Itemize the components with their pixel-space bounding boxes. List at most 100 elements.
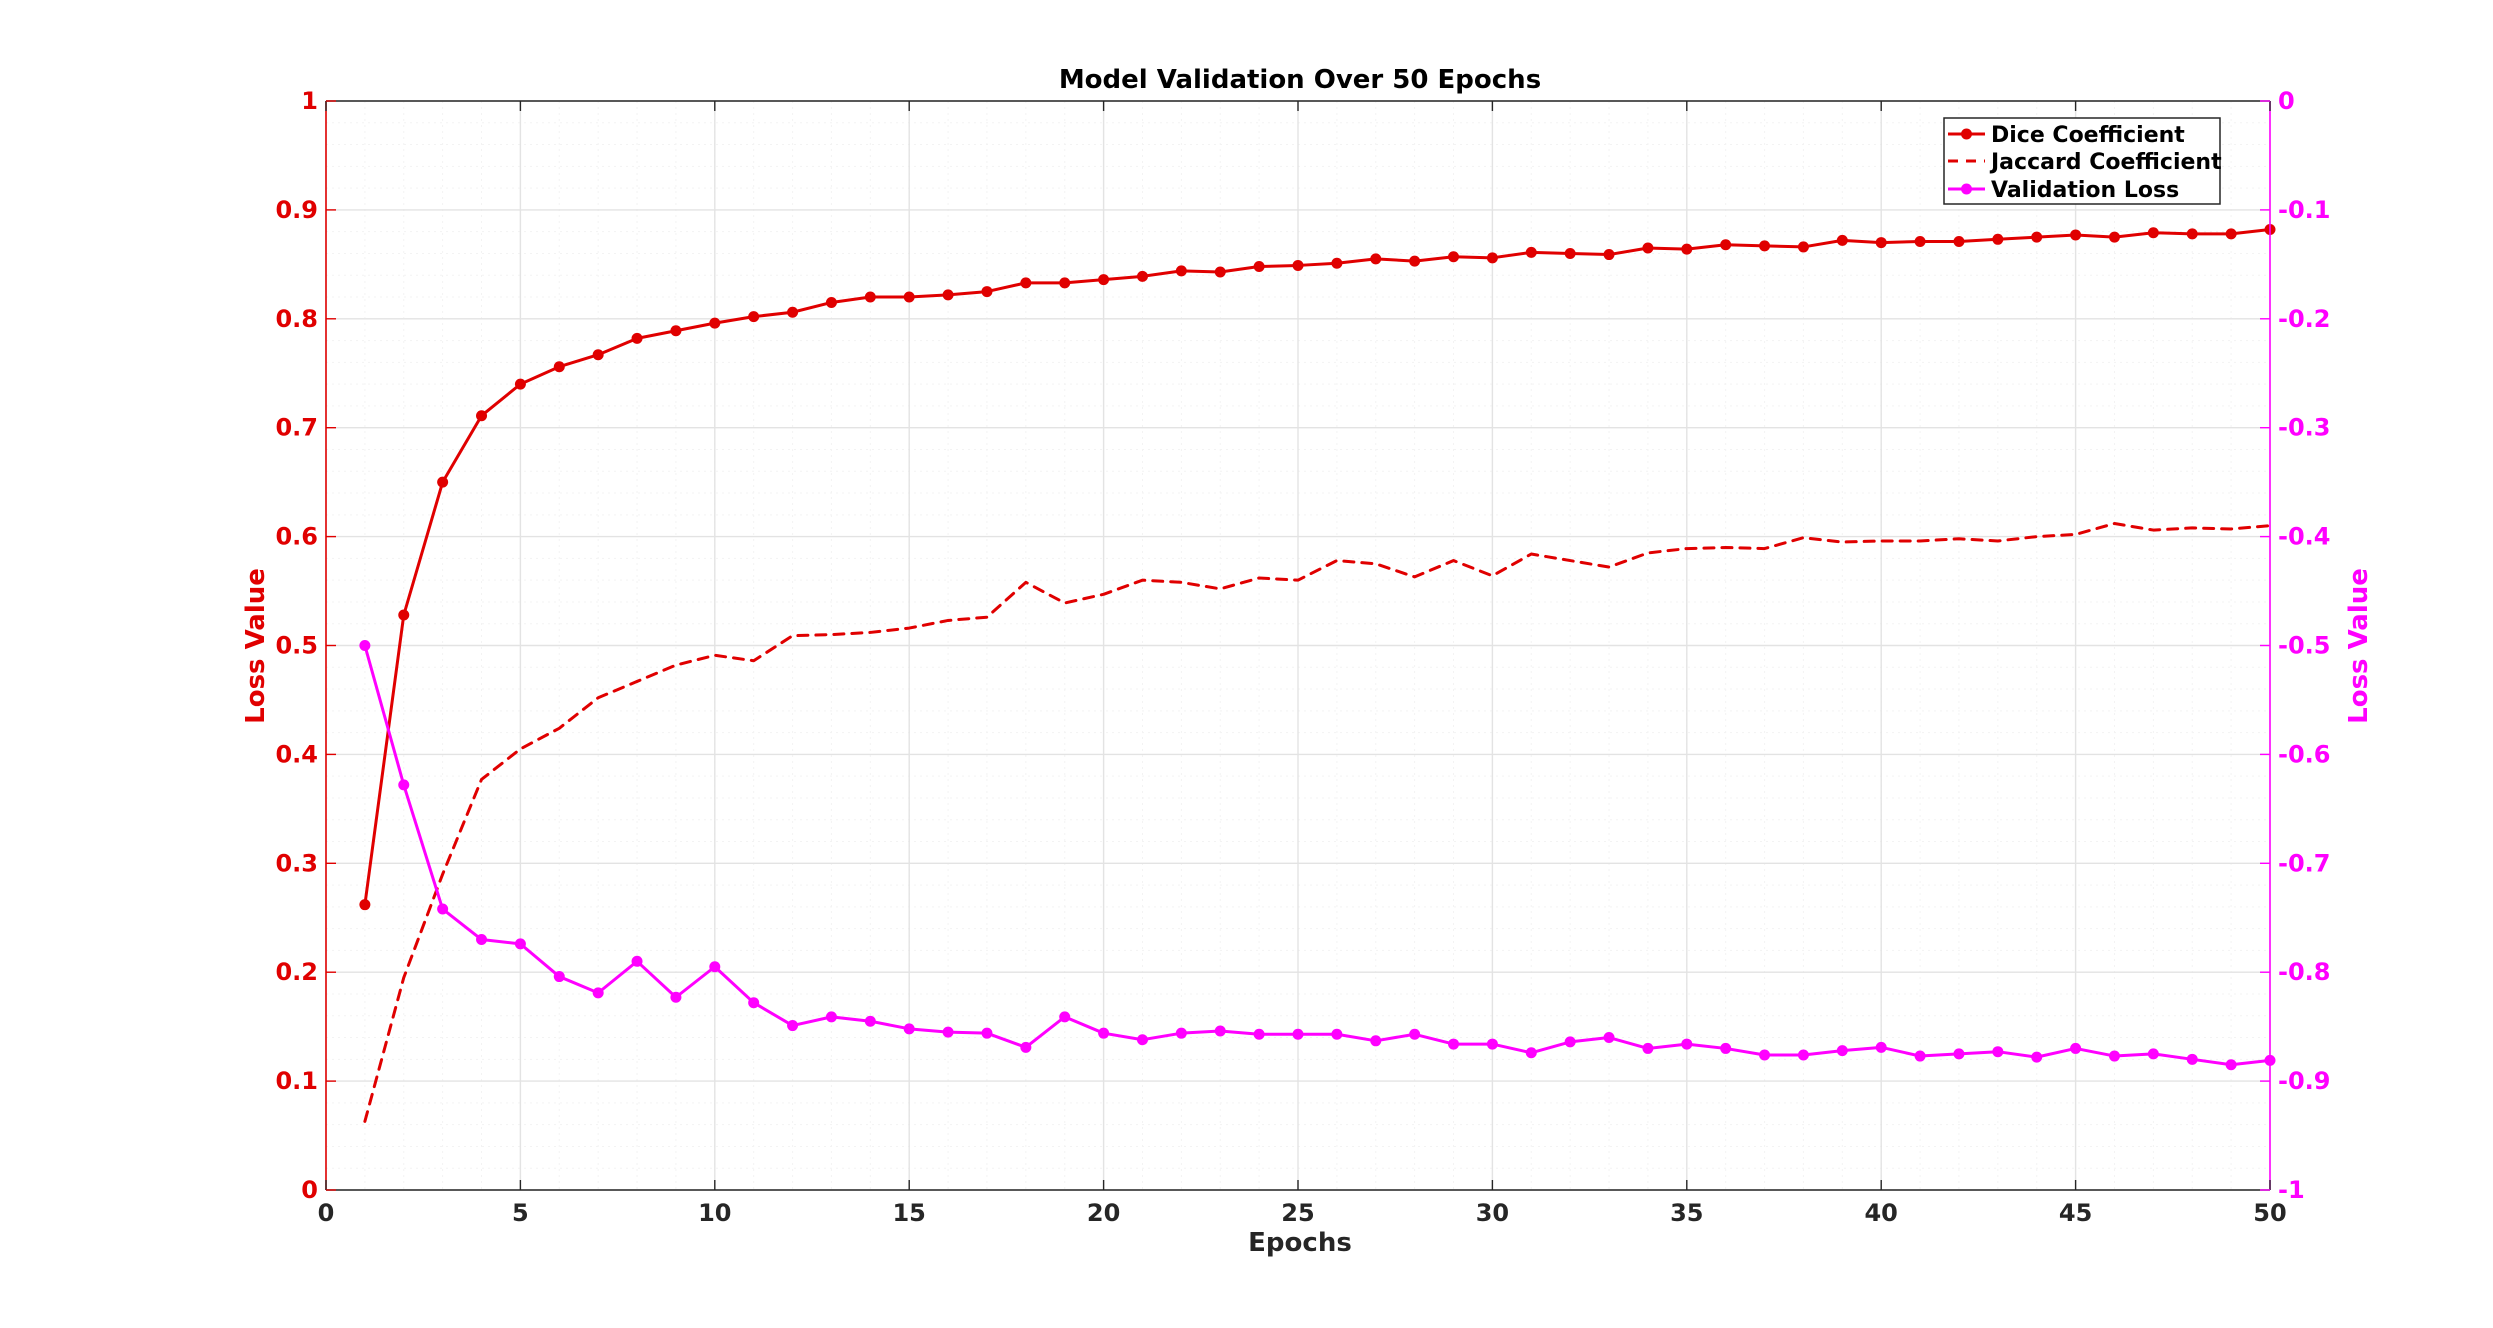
- dice-coefficient-point: [2108, 231, 2120, 243]
- left-y-tick-label: 0.8: [275, 305, 318, 333]
- x-axis-label: Epochs: [1248, 1228, 1352, 1258]
- dice-coefficient-point: [1059, 277, 1071, 289]
- validation-loss-point: [437, 903, 449, 915]
- validation-loss-point: [1642, 1042, 1654, 1054]
- right-y-axis-label: Loss Value: [2344, 568, 2374, 724]
- validation-loss-point: [1836, 1045, 1848, 1057]
- dice-coefficient-point: [476, 410, 488, 422]
- validation-loss-point: [514, 938, 526, 950]
- validation-loss-point: [1525, 1047, 1537, 1059]
- validation-loss-point: [2070, 1042, 2082, 1054]
- dice-coefficient-point: [1525, 246, 1537, 258]
- validation-loss-point: [1603, 1032, 1615, 1044]
- validation-loss-point: [1175, 1027, 1187, 1039]
- dice-coefficient-point: [631, 332, 643, 344]
- left-y-tick-label: 0.5: [275, 632, 318, 660]
- legend: Dice Coefficient Jaccard Coefficient Val…: [1943, 117, 2222, 205]
- dice-coefficient-point: [359, 899, 371, 911]
- right-y-tick-label: -0.5: [2278, 632, 2330, 660]
- right-y-tick-label: -0.1: [2278, 196, 2330, 224]
- dice-coefficient-point: [1409, 255, 1421, 267]
- validation-loss-point: [825, 1011, 837, 1023]
- validation-loss-point: [1914, 1050, 1926, 1062]
- validation-loss-point: [748, 997, 760, 1009]
- validation-loss-point: [2225, 1059, 2237, 1071]
- right-y-tick-label: -1: [2278, 1176, 2305, 1204]
- legend-jaccard-coefficient-label: Jaccard Coefficient: [1989, 150, 2222, 175]
- dice-coefficient-point: [437, 476, 449, 488]
- legend-validation-loss-marker: [1961, 183, 1972, 195]
- left-y-tick-label: 0.3: [275, 849, 318, 877]
- dice-coefficient-point: [1875, 237, 1887, 249]
- dice-coefficient-point: [1836, 234, 1848, 246]
- tick-layer: 0 5 10 15 20 25 30 35 40 45 5000.10.20.30.40.50.60…: [275, 87, 2330, 1227]
- dice-coefficient-point: [981, 286, 993, 298]
- dice-coefficient-point: [2070, 229, 2082, 241]
- dice-coefficient-point: [1992, 233, 2004, 245]
- dice-coefficient-point: [748, 311, 760, 323]
- validation-loss-point: [1564, 1036, 1576, 1048]
- validation-loss-point: [1020, 1041, 1032, 1053]
- right-y-tick-label: -0.4: [2278, 523, 2330, 551]
- validation-loss-point: [670, 991, 682, 1003]
- dice-coefficient-point: [1098, 274, 1110, 286]
- dice-coefficient-point: [864, 291, 876, 303]
- dice-coefficient-point: [1253, 261, 1265, 273]
- x-tick-label: 15: [892, 1199, 925, 1227]
- legend-item-dice-coefficient: Dice Coefficient: [1948, 123, 2185, 148]
- validation-loss-point: [2031, 1051, 2043, 1063]
- right-y-tick-label: -0.3: [2278, 414, 2330, 442]
- validation-loss-point: [2108, 1050, 2120, 1062]
- dice-coefficient-point: [2225, 228, 2237, 240]
- left-y-tick-label: 0.7: [275, 414, 318, 442]
- validation-loss-point: [1992, 1046, 2004, 1058]
- left-y-tick-label: 1: [301, 87, 318, 115]
- x-tick-label: 10: [698, 1199, 731, 1227]
- validation-loss-point: [787, 1020, 799, 1032]
- right-y-tick-label: -0.6: [2278, 740, 2330, 768]
- left-y-tick-label: 0.1: [275, 1067, 318, 1095]
- dice-coefficient-point: [787, 306, 799, 318]
- validation-loss-point: [1292, 1028, 1304, 1040]
- validation-loss-point: [1797, 1049, 1809, 1061]
- validation-loss-point: [1331, 1028, 1343, 1040]
- dice-coefficient-point: [1020, 277, 1032, 289]
- x-tick-label: 50: [2253, 1199, 2286, 1227]
- dice-coefficient-point: [592, 349, 604, 361]
- legend-validation-loss-label: Validation Loss: [1991, 178, 2179, 203]
- chart-title: Model Validation Over 50 Epochs: [1059, 65, 1541, 95]
- dice-coefficient-point: [2186, 228, 2198, 240]
- left-y-tick-label: 0: [301, 1176, 318, 1204]
- dice-coefficient-point: [1486, 252, 1498, 264]
- right-y-tick-label: -0.9: [2278, 1067, 2330, 1095]
- dice-coefficient-point: [1642, 242, 1654, 254]
- dice-coefficient-point: [1797, 241, 1809, 253]
- validation-loss-point: [2186, 1053, 2198, 1065]
- dice-coefficient-point: [1370, 253, 1382, 265]
- left-y-tick-label: 0.9: [275, 196, 318, 224]
- left-y-tick-label: 0.2: [275, 958, 318, 986]
- legend-dice-coefficient-label: Dice Coefficient: [1991, 123, 2185, 148]
- x-tick-label: 45: [2059, 1199, 2092, 1227]
- jaccard-coefficient-line: [363, 522, 2272, 1123]
- left-y-axis-label: Loss Value: [241, 568, 271, 724]
- left-y-tick-label: 0.6: [275, 523, 318, 551]
- validation-loss-point: [398, 779, 410, 791]
- validation-loss-point: [592, 987, 604, 999]
- dice-coefficient-point: [553, 361, 565, 373]
- dice-coefficient-point: [2147, 227, 2159, 239]
- dice-coefficient-point: [670, 325, 682, 337]
- legend-item-jaccard-coefficient: Jaccard Coefficient: [1948, 150, 2222, 175]
- validation-loss-point: [942, 1026, 954, 1038]
- legend-box: [1943, 117, 2221, 205]
- validation-loss-point: [1448, 1038, 1460, 1050]
- legend-item-validation-loss: Validation Loss: [1948, 178, 2179, 203]
- validation-loss-point: [631, 955, 643, 967]
- dice-coefficient-point: [825, 296, 837, 308]
- dice-coefficient-point: [1681, 243, 1693, 255]
- validation-loss-line: [363, 644, 2272, 1067]
- validation-loss-point: [1409, 1028, 1421, 1040]
- validation-loss-point: [1486, 1038, 1498, 1050]
